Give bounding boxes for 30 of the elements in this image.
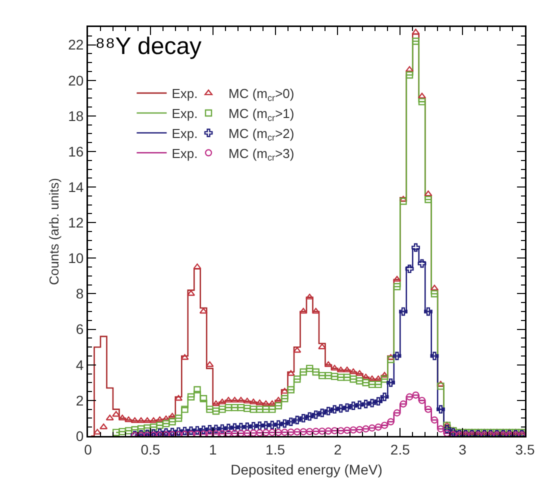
x-tick-label: 2 — [334, 441, 342, 458]
y-tick-label: 22 — [68, 36, 84, 53]
y-axis-title: Counts (arb. units) — [46, 178, 62, 285]
legend-label: MC (m$_{cr}$>3) — [228, 146, 294, 163]
x-tick-label: 3.5 — [515, 441, 535, 458]
y-tick-label: 10 — [68, 250, 84, 266]
legend-label: MC (m$_{cr}$>1) — [228, 106, 294, 123]
y-tick-label: 14 — [68, 178, 84, 195]
x-tick-label: 3 — [458, 441, 467, 458]
y-tick-label: 2 — [76, 392, 84, 408]
x-tick-label: 2.5 — [390, 441, 410, 458]
legend-label: Exp. — [172, 146, 198, 161]
y-tick-label: 6 — [76, 321, 84, 338]
x-tick-label: 1.5 — [266, 441, 286, 458]
y-tick-label: 8 — [76, 286, 84, 302]
y-tick-label: 20 — [68, 72, 84, 88]
y-tick-label: 4 — [76, 356, 84, 373]
legend-label: MC (m$_{cr}$>2) — [228, 126, 294, 143]
y-tick-label: 12 — [68, 214, 84, 231]
legend-label: Exp. — [172, 106, 198, 122]
x-axis-title: Deposited energy (MeV) — [230, 461, 382, 478]
y-tick-label: 16 — [68, 143, 84, 160]
y-tick-label: 18 — [68, 108, 84, 124]
legend-label: MC (m$_{cr}$>0) — [228, 86, 294, 103]
legend-label: Exp. — [172, 126, 198, 141]
x-tick-label: 0.5 — [140, 441, 160, 458]
y-tick-label: 0 — [76, 428, 84, 444]
chart-title: ⁸⁸Y decay — [95, 33, 202, 60]
x-tick-label: 1 — [208, 441, 217, 458]
legend-label: Exp. — [172, 86, 198, 102]
